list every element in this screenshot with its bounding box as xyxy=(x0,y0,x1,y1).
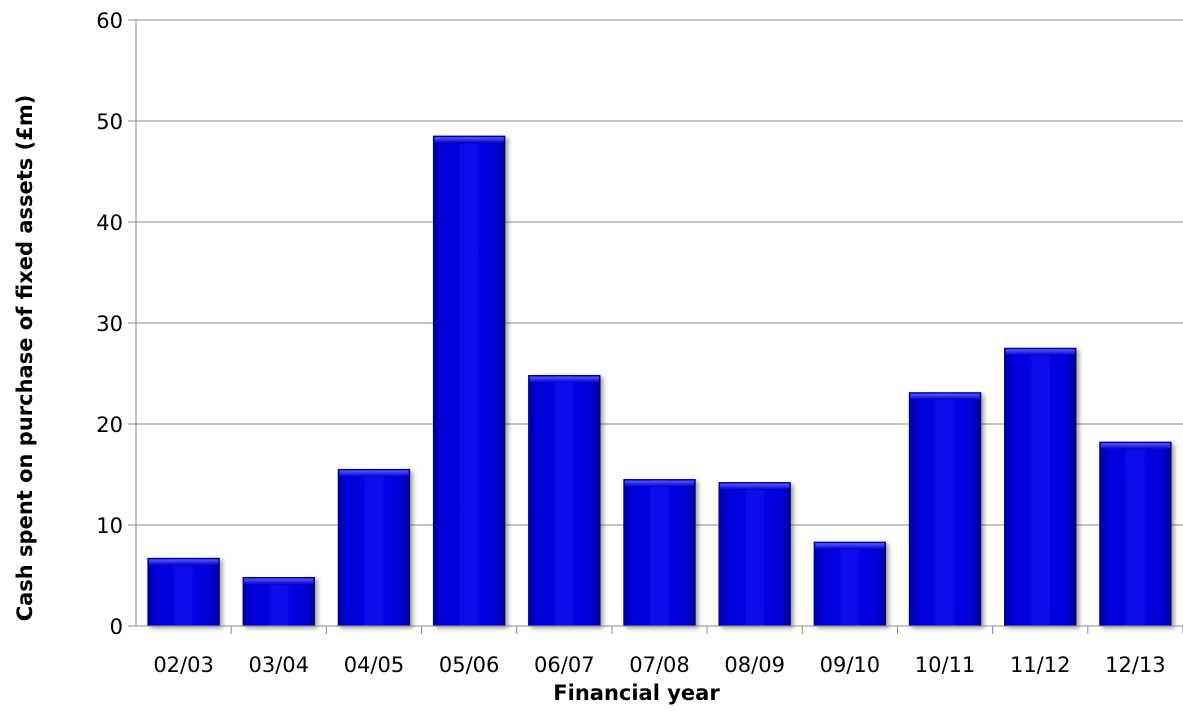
y-tick-label: 40 xyxy=(96,211,123,235)
bar-body xyxy=(528,375,601,627)
bar-highlight xyxy=(1100,443,1171,450)
bar xyxy=(1099,441,1172,627)
bar-body xyxy=(337,468,411,627)
bar-highlight xyxy=(1005,349,1075,356)
y-tick-label: 20 xyxy=(96,413,123,437)
x-tick-label: 10/11 xyxy=(915,653,976,677)
bar xyxy=(623,479,696,627)
bar-highlight xyxy=(719,483,790,490)
bar-highlight xyxy=(815,543,885,550)
bar-highlight xyxy=(434,137,504,144)
x-tick-label: 07/08 xyxy=(629,653,690,677)
bar xyxy=(242,577,315,627)
x-axis-title: Financial year xyxy=(553,681,720,705)
x-tick-label: 03/04 xyxy=(249,653,310,677)
axes xyxy=(128,19,1183,634)
bar-body xyxy=(718,482,791,627)
bar-body xyxy=(1004,347,1077,627)
bar xyxy=(718,482,791,627)
bar xyxy=(337,468,411,627)
bar-body xyxy=(1099,441,1172,627)
y-tick-label: 10 xyxy=(96,514,123,538)
bar xyxy=(432,135,506,627)
y-tick-label: 30 xyxy=(96,312,123,336)
bars xyxy=(147,135,1172,627)
x-tick-label: 05/06 xyxy=(439,653,500,677)
bar-highlight xyxy=(529,376,600,383)
bar-body xyxy=(147,557,220,627)
y-axis-title: Cash spent on purchase of fixed assets (… xyxy=(13,95,37,622)
bar-body xyxy=(432,135,506,627)
bar-highlight xyxy=(339,470,409,477)
x-tick-label: 02/03 xyxy=(153,653,214,677)
bar-body xyxy=(908,392,982,627)
x-tick-label: 11/12 xyxy=(1010,653,1071,677)
x-tick-labels: 02/03 03/04 04/05 05/06 06/07 07/08 08/09 09/10… xyxy=(153,653,1165,677)
bar xyxy=(813,541,887,627)
bar-body xyxy=(623,479,696,627)
bar xyxy=(908,392,982,627)
x-tick-label: 06/07 xyxy=(534,653,595,677)
bar xyxy=(528,375,601,627)
y-tick-label: 60 xyxy=(96,9,123,33)
y-tick-label: 0 xyxy=(110,615,123,639)
x-tick-label: 12/13 xyxy=(1105,653,1166,677)
y-tick-label: 50 xyxy=(96,110,123,134)
y-tick-labels: 0 10 20 30 40 50 60 xyxy=(96,9,123,639)
bar xyxy=(147,557,220,627)
bar-body xyxy=(813,541,887,627)
bar-body xyxy=(242,577,315,627)
bar-highlight xyxy=(624,480,695,487)
bar xyxy=(1004,347,1077,627)
bar-highlight xyxy=(148,559,219,566)
bar-highlight xyxy=(910,393,980,400)
x-tick-label: 08/09 xyxy=(724,653,785,677)
bar-highlight xyxy=(244,578,314,585)
x-tick-label: 04/05 xyxy=(344,653,405,677)
x-tick-label: 09/10 xyxy=(820,653,881,677)
